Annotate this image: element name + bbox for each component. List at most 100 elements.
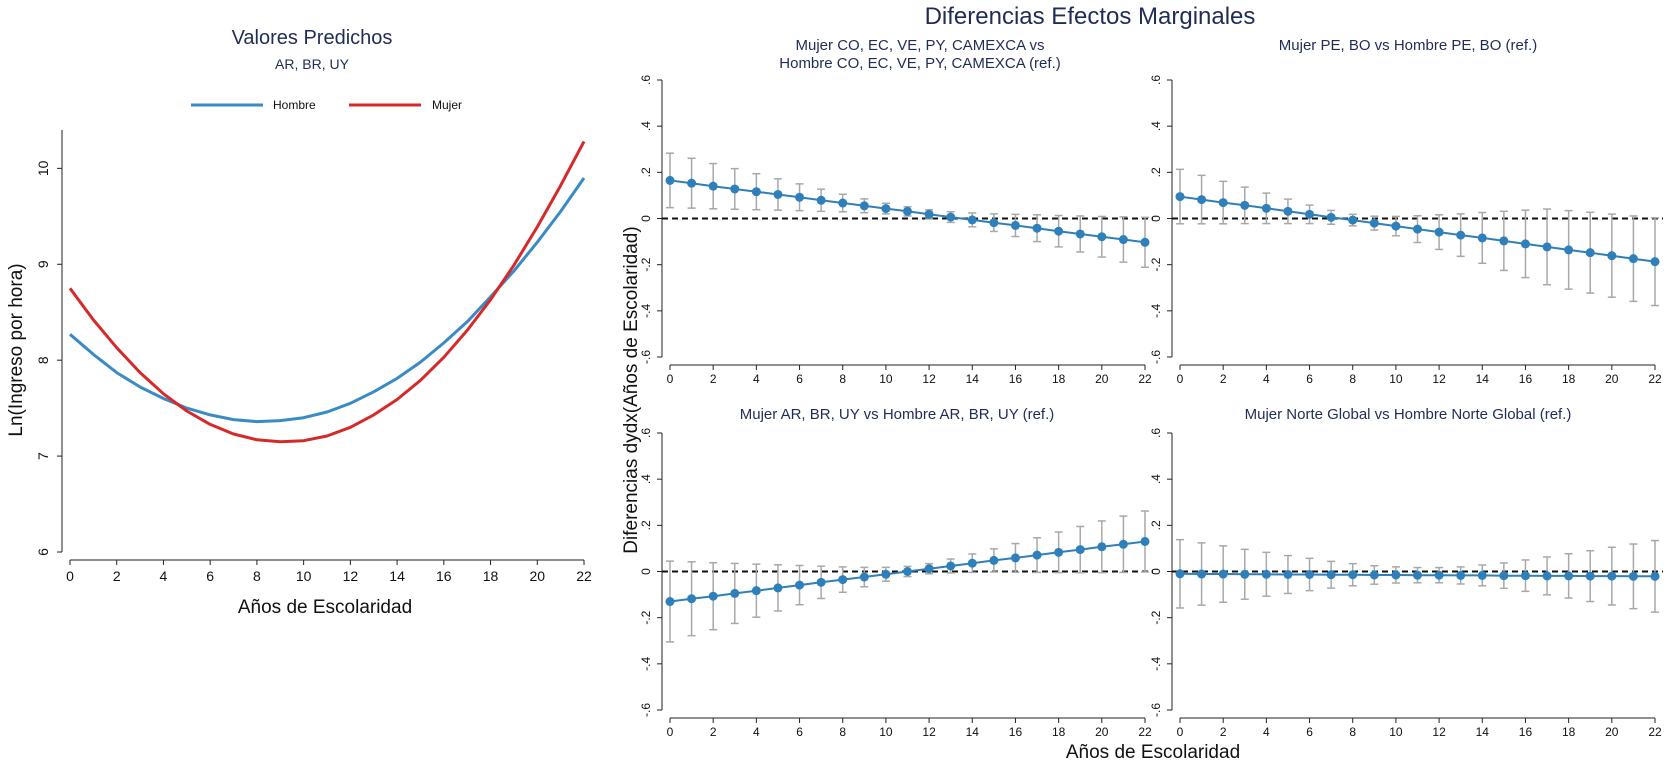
me-ng-point: [1369, 570, 1379, 580]
me-ar-y-tick-label: .2: [639, 520, 653, 530]
me-co-point: [687, 178, 697, 188]
me-ar-x-tick-label: 2: [710, 725, 717, 739]
me-co-y-tick-label: -.6: [639, 350, 653, 364]
me-co-point: [924, 209, 934, 219]
me-pe-x-tick-label: 14: [1476, 372, 1490, 386]
me-pe-point: [1283, 206, 1293, 216]
me-pe-point: [1369, 218, 1379, 228]
me-ar-point: [687, 594, 697, 604]
me-pe-x-tick-label: 8: [1349, 372, 1356, 386]
me-co-point: [967, 215, 977, 225]
me-ar-point: [751, 586, 761, 596]
me-pe-point: [1542, 242, 1552, 252]
me-co-x-tick-label: 18: [1052, 372, 1066, 386]
me-ng-x-tick-label: 8: [1349, 725, 1356, 739]
me-ng-x-tick-label: 0: [1177, 725, 1184, 739]
predicted-x-tick-label: 8: [253, 568, 261, 584]
me-co-point: [1032, 223, 1042, 233]
me-ng-y-tick-label: 0: [1149, 568, 1163, 575]
me-ar-x-tick-label: 12: [922, 725, 936, 739]
legend-label-hombre: Hombre: [273, 98, 316, 112]
me-co-point: [1097, 232, 1107, 242]
me-pe-x-tick-label: 6: [1306, 372, 1313, 386]
me-ar-x-tick-label: 18: [1052, 725, 1066, 739]
me-pe-point: [1240, 200, 1250, 210]
group-title: Diferencias Efectos Marginales: [925, 3, 1256, 30]
me-ng-point: [1348, 570, 1358, 580]
legend-label-mujer: Mujer: [432, 98, 462, 112]
me-ng-x-tick-label: 20: [1605, 725, 1619, 739]
me-pe-point: [1261, 203, 1271, 213]
me-ar-point: [838, 575, 848, 585]
panel-title-co-line2: Hombre CO, EC, VE, PY, CAMEXCA (ref.): [779, 55, 1060, 72]
me-ng-point: [1240, 569, 1250, 579]
predicted-x-tick-label: 4: [160, 568, 168, 584]
me-ng-x-tick-label: 10: [1389, 725, 1403, 739]
me-pe-y-tick-label: -.6: [1149, 350, 1163, 364]
me-ar-point: [881, 569, 891, 579]
me-ar-point: [1118, 539, 1128, 549]
me-ar-x-tick-label: 4: [753, 725, 760, 739]
group-xlabel: Años de Escolaridad: [1066, 742, 1240, 763]
me-ar-x-tick-label: 16: [1009, 725, 1023, 739]
me-co-x-tick-label: 22: [1138, 372, 1152, 386]
me-pe-point: [1499, 236, 1509, 246]
me-pe-x-tick-label: 2: [1220, 372, 1227, 386]
predicted-x-tick-label: 2: [113, 568, 121, 584]
me-ng-y-tick-label: -.4: [1149, 657, 1163, 671]
me-ar-point: [1140, 536, 1150, 546]
me-co-point: [1118, 235, 1128, 245]
series-line-mujer: [68, 140, 586, 444]
me-ng-point: [1520, 571, 1530, 581]
me-co-x-tick-label: 20: [1095, 372, 1109, 386]
me-ar-x-tick-label: 14: [966, 725, 980, 739]
me-ng-point: [1477, 570, 1487, 580]
me-pe-point: [1218, 198, 1228, 208]
me-ar-y-tick-label: -.4: [639, 657, 653, 671]
plot-me-pe: -.6 -.4 -.2 0 .2 .4 .6 0 2 4 6 8 10 12 14 16 18 20 22: [1149, 75, 1663, 386]
me-ng-x-tick-label: 12: [1432, 725, 1446, 739]
me-co-x-tick-label: 10: [879, 372, 893, 386]
predicted-title: Valores Predichos: [232, 27, 393, 49]
me-ng-point: [1305, 570, 1315, 580]
me-ar-point: [967, 558, 977, 568]
me-co-point: [903, 206, 912, 216]
me-ng-point: [1456, 570, 1466, 580]
me-ar-point: [730, 588, 740, 598]
me-pe-x-tick-label: 4: [1263, 372, 1270, 386]
me-ar-y-tick-label: .4: [639, 474, 653, 484]
me-co-point: [946, 212, 956, 222]
me-pe-point: [1607, 251, 1617, 261]
me-ar-x-tick-label: 8: [839, 725, 846, 739]
me-ar-point: [924, 564, 934, 574]
me-co-y-tick-label: -.4: [639, 304, 653, 318]
me-pe-point: [1477, 233, 1487, 243]
me-co-y-tick-label: .2: [639, 167, 653, 177]
panel-title-pe: Mujer PE, BO vs Hombre PE, BO (ref.): [1279, 37, 1537, 54]
me-ng-x-tick-label: 14: [1476, 725, 1490, 739]
panel-title-co-line1: Mujer CO, EC, VE, PY, CAMEXCA vs: [796, 37, 1045, 54]
me-ng-point: [1499, 571, 1509, 581]
me-pe-y-tick-label: -.2: [1149, 257, 1163, 271]
me-ar-point: [795, 580, 805, 590]
me-ar-x-tick-label: 10: [879, 725, 893, 739]
me-ar-y-tick-label: .6: [639, 428, 653, 438]
panel-title-ar: Mujer AR, BR, UY vs Hombre AR, BR, UY (r…: [740, 406, 1055, 423]
panel-title-ng: Mujer Norte Global vs Hombre Norte Globa…: [1245, 406, 1572, 423]
me-ng-x-tick-label: 4: [1263, 725, 1270, 739]
me-ar-x-tick-label: 20: [1095, 725, 1109, 739]
predicted-x-tick-label: 12: [343, 568, 359, 584]
me-co-x-tick-label: 6: [796, 372, 803, 386]
series-line-hombre: [69, 177, 586, 424]
predicted-y-tick-label: 10: [35, 160, 51, 176]
me-pe-point: [1391, 221, 1401, 231]
me-ng-x-tick-label: 18: [1562, 725, 1576, 739]
me-co-y-tick-label: .6: [639, 75, 653, 85]
me-ar-point: [859, 572, 869, 582]
me-co-point: [859, 201, 869, 211]
me-co-x-tick-label: 2: [710, 372, 717, 386]
me-ar-y-tick-label: 0: [639, 568, 653, 575]
me-ar-point: [708, 591, 718, 601]
predicted-xlabel: Años de Escolaridad: [238, 597, 412, 618]
